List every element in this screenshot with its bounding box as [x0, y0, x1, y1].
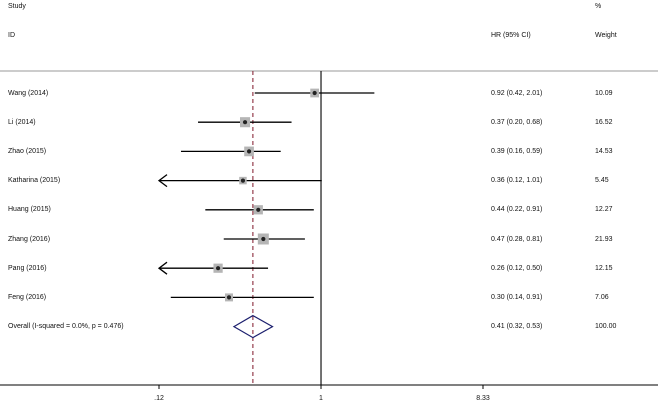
study-column-header: Study: [8, 3, 26, 10]
point-estimate: [226, 295, 232, 300]
hr-ci-value: 0.36 (0.12, 1.01): [491, 177, 543, 185]
hr-ci-value: 0.37 (0.20, 0.68): [491, 118, 543, 126]
overall-label: Overall (I-squared = 0.0%, p = 0.476): [8, 323, 124, 331]
point-estimate: [240, 178, 246, 183]
hr-ci-value: 0.92 (0.42, 2.01): [491, 89, 543, 97]
weight-value: 5.45: [595, 177, 609, 185]
study-label: Huang (2015): [8, 206, 51, 214]
weight-column-header: Weight: [595, 32, 617, 39]
study-label: Wang (2014): [8, 89, 49, 97]
overall-weight-value: 100.00: [595, 323, 617, 331]
study-label: Feng (2016): [8, 293, 47, 301]
overall-diamond: [232, 314, 274, 339]
weight-value: 14.53: [595, 147, 613, 155]
weight-value: 7.06: [595, 293, 609, 301]
point-estimate: [312, 90, 317, 96]
ci-arrow-left: [157, 174, 168, 188]
hr-ci-value: 0.26 (0.12, 0.50): [491, 264, 543, 272]
hr-ci-value: 0.30 (0.14, 0.91): [491, 293, 543, 301]
hr-ci-value: 0.39 (0.16, 0.59): [491, 147, 543, 155]
hr-ci-value: 0.47 (0.28, 0.81): [491, 235, 543, 243]
x-tick-label: 8.33: [476, 394, 490, 402]
hr-ci-value: 0.44 (0.22, 0.91): [491, 206, 543, 214]
point-estimate: [246, 149, 252, 154]
point-estimate: [256, 207, 261, 212]
id-column-header: ID: [8, 32, 15, 39]
study-label: Katharina (2015): [8, 177, 61, 185]
point-estimate: [261, 236, 266, 242]
overall-hr-ci-value: 0.41 (0.32, 0.53): [491, 323, 543, 331]
percent-column-header: %: [595, 3, 602, 10]
hr-column-header: HR (95% CI): [491, 32, 531, 39]
study-label: Zhao (2015): [8, 147, 47, 155]
weight-value: 12.15: [595, 264, 613, 272]
weight-value: 10.09: [595, 89, 613, 97]
weight-value: 21.93: [595, 235, 613, 243]
x-tick-label: .12: [154, 394, 164, 402]
point-estimate: [215, 266, 221, 271]
study-label: Zhang (2016): [8, 235, 51, 243]
study-label: Li (2014): [8, 118, 36, 126]
weight-value: 16.52: [595, 118, 613, 126]
study-label: Pang (2016): [8, 264, 47, 272]
point-estimate: [242, 120, 248, 125]
weight-value: 12.27: [595, 206, 613, 214]
ci-arrow-left: [157, 261, 168, 275]
x-tick-label: 1: [319, 394, 323, 402]
